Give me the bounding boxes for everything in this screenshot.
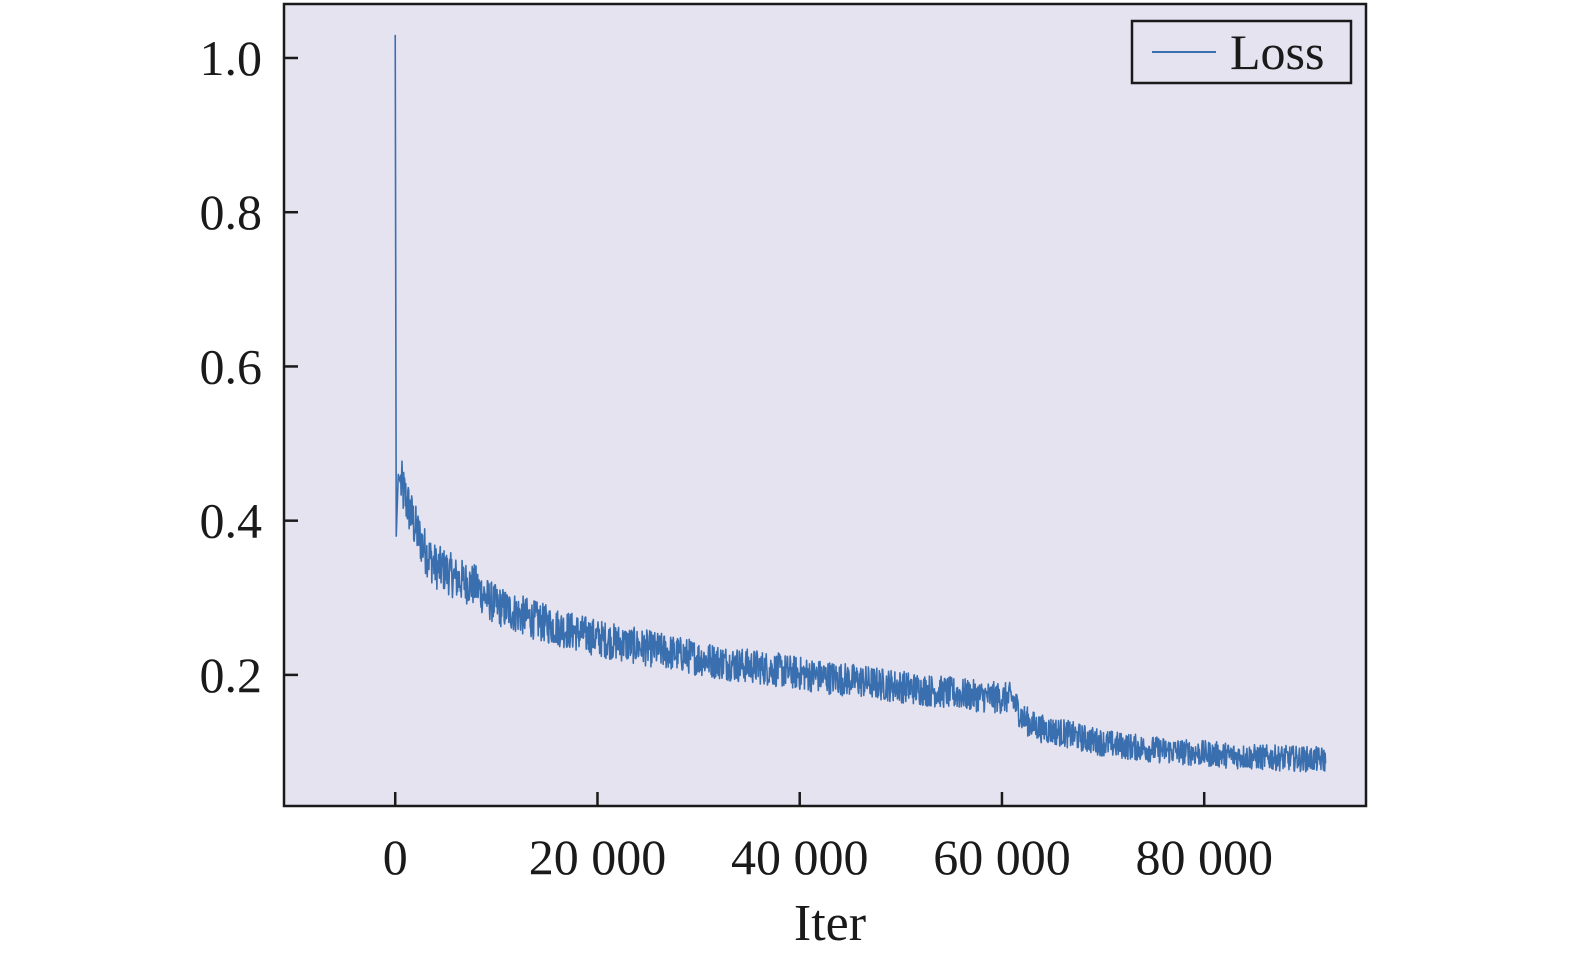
x-axis-label: Iter [794,895,866,952]
legend-label-loss: Loss [1230,24,1324,80]
y-axis: 0.2 0.4 0.6 0.8 1.0 [200,30,298,703]
y-tick-label: 0.2 [200,647,263,703]
plot-frame [282,2,1368,808]
plot-area [284,4,1366,806]
x-tick-label: 80 000 [1135,829,1273,885]
series-layer [394,34,1327,773]
x-axis: 0 20 000 40 000 60 000 80 000 [383,792,1273,885]
y-tick-label: 0.8 [200,184,263,240]
x-tick-label: 40 000 [731,829,869,885]
y-tick-label: 0.4 [200,493,263,549]
x-tick-label: 60 000 [933,829,1071,885]
series-line-loss [394,34,1327,773]
y-tick-label: 1.0 [200,30,263,86]
x-tick-label: 0 [383,829,408,885]
y-tick-label: 0.6 [200,338,263,394]
x-tick-label: 20 000 [529,829,667,885]
legend: Loss [1130,19,1353,85]
